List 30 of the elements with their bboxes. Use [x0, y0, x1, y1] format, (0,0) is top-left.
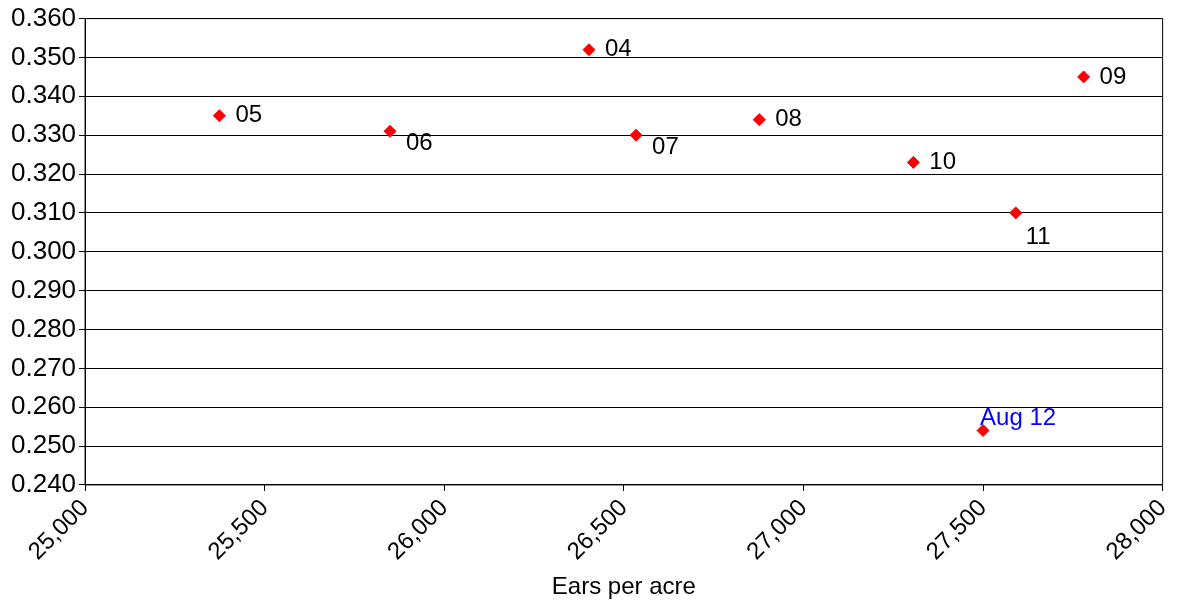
y-tick-label: 0.330 [10, 118, 77, 149]
annotation: 10 [929, 147, 957, 175]
y-tick-label: 0.350 [10, 40, 77, 71]
annotation: 09 [1099, 61, 1127, 89]
point [906, 155, 920, 169]
point [629, 128, 643, 142]
annotation: 07 [652, 131, 679, 159]
point [212, 109, 226, 123]
y-tick-label: 0.310 [10, 196, 77, 227]
y-tick-label: 0.280 [10, 312, 77, 343]
point [383, 124, 397, 138]
x-axis-title: Ears per acre [551, 572, 696, 600]
y-tick-label: 0.240 [10, 468, 77, 499]
point [1009, 206, 1023, 220]
y-tick-label: 0.340 [10, 79, 77, 110]
annotation: Aug 12 [980, 403, 1057, 431]
point [582, 43, 596, 57]
annotation: 05 [235, 100, 263, 128]
y-tick-label: 0.290 [10, 273, 77, 304]
y-tick-label: 0.360 [10, 1, 77, 32]
annotation: 11 [1025, 221, 1051, 249]
point [1077, 70, 1091, 84]
annotation: 04 [605, 34, 632, 62]
y-tick-label: 0.300 [10, 234, 77, 265]
point [752, 113, 766, 127]
y-tick-label: 0.320 [10, 157, 77, 188]
y-tick-label: 0.270 [10, 351, 77, 382]
annotation: 08 [775, 104, 802, 132]
y-tick-label: 0.250 [10, 429, 77, 460]
y-tick-label: 0.260 [10, 390, 77, 421]
